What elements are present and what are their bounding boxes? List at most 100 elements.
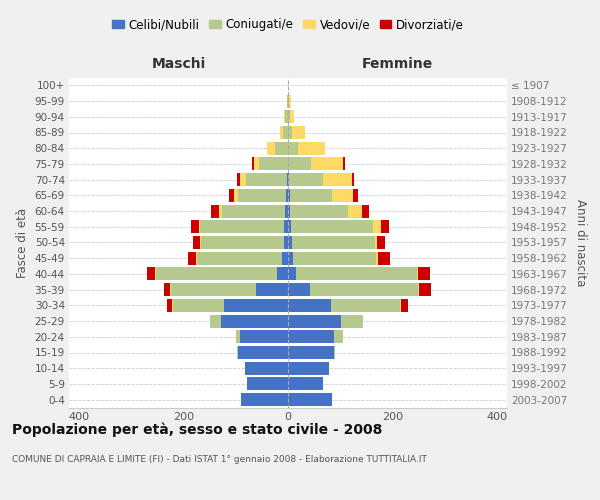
Bar bbox=[222, 204, 286, 218]
Bar bbox=[280, 126, 283, 139]
Legend: Celibi/Nubili, Coniugati/e, Vedovi/e, Divorziati/e: Celibi/Nubili, Coniugati/e, Vedovi/e, Di… bbox=[107, 14, 469, 36]
Bar bbox=[349, 204, 362, 218]
Bar bbox=[288, 236, 292, 249]
Bar bbox=[173, 299, 224, 312]
Bar bbox=[373, 220, 381, 233]
Bar bbox=[172, 299, 173, 312]
Bar bbox=[288, 110, 290, 123]
Bar bbox=[284, 220, 288, 233]
Bar bbox=[374, 236, 377, 249]
Bar bbox=[310, 283, 418, 296]
Bar bbox=[211, 204, 219, 218]
Bar bbox=[381, 220, 389, 233]
Bar bbox=[288, 142, 298, 154]
Bar bbox=[362, 204, 370, 218]
Bar bbox=[164, 283, 170, 296]
Bar bbox=[311, 158, 343, 170]
Bar bbox=[200, 236, 202, 249]
Bar bbox=[288, 268, 296, 280]
Bar bbox=[288, 330, 334, 343]
Text: COMUNE DI CAPRAIA E LIMITE (FI) - Dati ISTAT 1° gennaio 2008 - Elaborazione TUTT: COMUNE DI CAPRAIA E LIMITE (FI) - Dati I… bbox=[12, 455, 427, 464]
Bar bbox=[288, 189, 290, 202]
Bar bbox=[288, 378, 323, 390]
Text: Maschi: Maschi bbox=[151, 57, 206, 71]
Bar bbox=[267, 142, 275, 154]
Bar bbox=[240, 330, 288, 343]
Bar bbox=[288, 126, 292, 139]
Bar bbox=[334, 346, 335, 359]
Bar bbox=[238, 173, 240, 186]
Bar bbox=[247, 378, 288, 390]
Bar bbox=[288, 314, 341, 328]
Bar bbox=[282, 252, 288, 264]
Bar bbox=[288, 94, 289, 108]
Bar bbox=[202, 236, 284, 249]
Bar bbox=[288, 204, 290, 218]
Bar bbox=[343, 158, 346, 170]
Bar bbox=[219, 204, 222, 218]
Bar bbox=[378, 252, 389, 264]
Bar bbox=[224, 299, 288, 312]
Bar bbox=[289, 173, 323, 186]
Bar bbox=[288, 220, 290, 233]
Bar bbox=[288, 252, 293, 264]
Bar bbox=[292, 236, 374, 249]
Bar bbox=[288, 173, 289, 186]
Bar bbox=[353, 189, 358, 202]
Bar bbox=[155, 268, 277, 280]
Bar bbox=[288, 393, 332, 406]
Bar bbox=[245, 362, 288, 374]
Bar bbox=[196, 252, 197, 264]
Bar bbox=[293, 252, 376, 264]
Bar bbox=[256, 283, 288, 296]
Bar bbox=[288, 346, 334, 359]
Y-axis label: Fasce di età: Fasce di età bbox=[16, 208, 29, 278]
Bar bbox=[290, 220, 373, 233]
Bar bbox=[341, 314, 363, 328]
Bar bbox=[376, 252, 378, 264]
Bar bbox=[210, 314, 221, 328]
Bar bbox=[331, 299, 400, 312]
Bar bbox=[238, 346, 288, 359]
Bar bbox=[200, 220, 284, 233]
Bar bbox=[417, 268, 418, 280]
Bar bbox=[284, 236, 288, 249]
Bar bbox=[234, 189, 238, 202]
Bar bbox=[240, 173, 246, 186]
Bar bbox=[401, 299, 409, 312]
Y-axis label: Anni di nascita: Anni di nascita bbox=[574, 199, 587, 286]
Bar bbox=[251, 158, 254, 170]
Bar bbox=[287, 173, 288, 186]
Bar bbox=[283, 126, 288, 139]
Bar bbox=[167, 299, 172, 312]
Bar bbox=[199, 220, 200, 233]
Bar bbox=[296, 268, 417, 280]
Bar bbox=[332, 189, 353, 202]
Bar bbox=[246, 173, 287, 186]
Bar bbox=[146, 268, 155, 280]
Bar bbox=[288, 362, 329, 374]
Bar bbox=[193, 236, 200, 249]
Bar bbox=[352, 173, 354, 186]
Bar bbox=[286, 189, 288, 202]
Bar bbox=[170, 283, 171, 296]
Bar bbox=[289, 94, 290, 108]
Bar bbox=[254, 158, 259, 170]
Bar bbox=[290, 189, 332, 202]
Bar bbox=[400, 299, 401, 312]
Bar bbox=[241, 393, 288, 406]
Bar bbox=[288, 299, 331, 312]
Bar bbox=[229, 189, 234, 202]
Bar bbox=[286, 110, 288, 123]
Bar bbox=[287, 94, 288, 108]
Text: Popolazione per età, sesso e stato civile - 2008: Popolazione per età, sesso e stato civil… bbox=[12, 422, 382, 437]
Bar bbox=[418, 283, 419, 296]
Bar bbox=[323, 173, 352, 186]
Bar bbox=[290, 110, 294, 123]
Bar bbox=[334, 330, 343, 343]
Bar bbox=[277, 268, 288, 280]
Bar bbox=[236, 330, 240, 343]
Bar bbox=[275, 142, 288, 154]
Bar bbox=[286, 204, 288, 218]
Text: Femmine: Femmine bbox=[362, 57, 433, 71]
